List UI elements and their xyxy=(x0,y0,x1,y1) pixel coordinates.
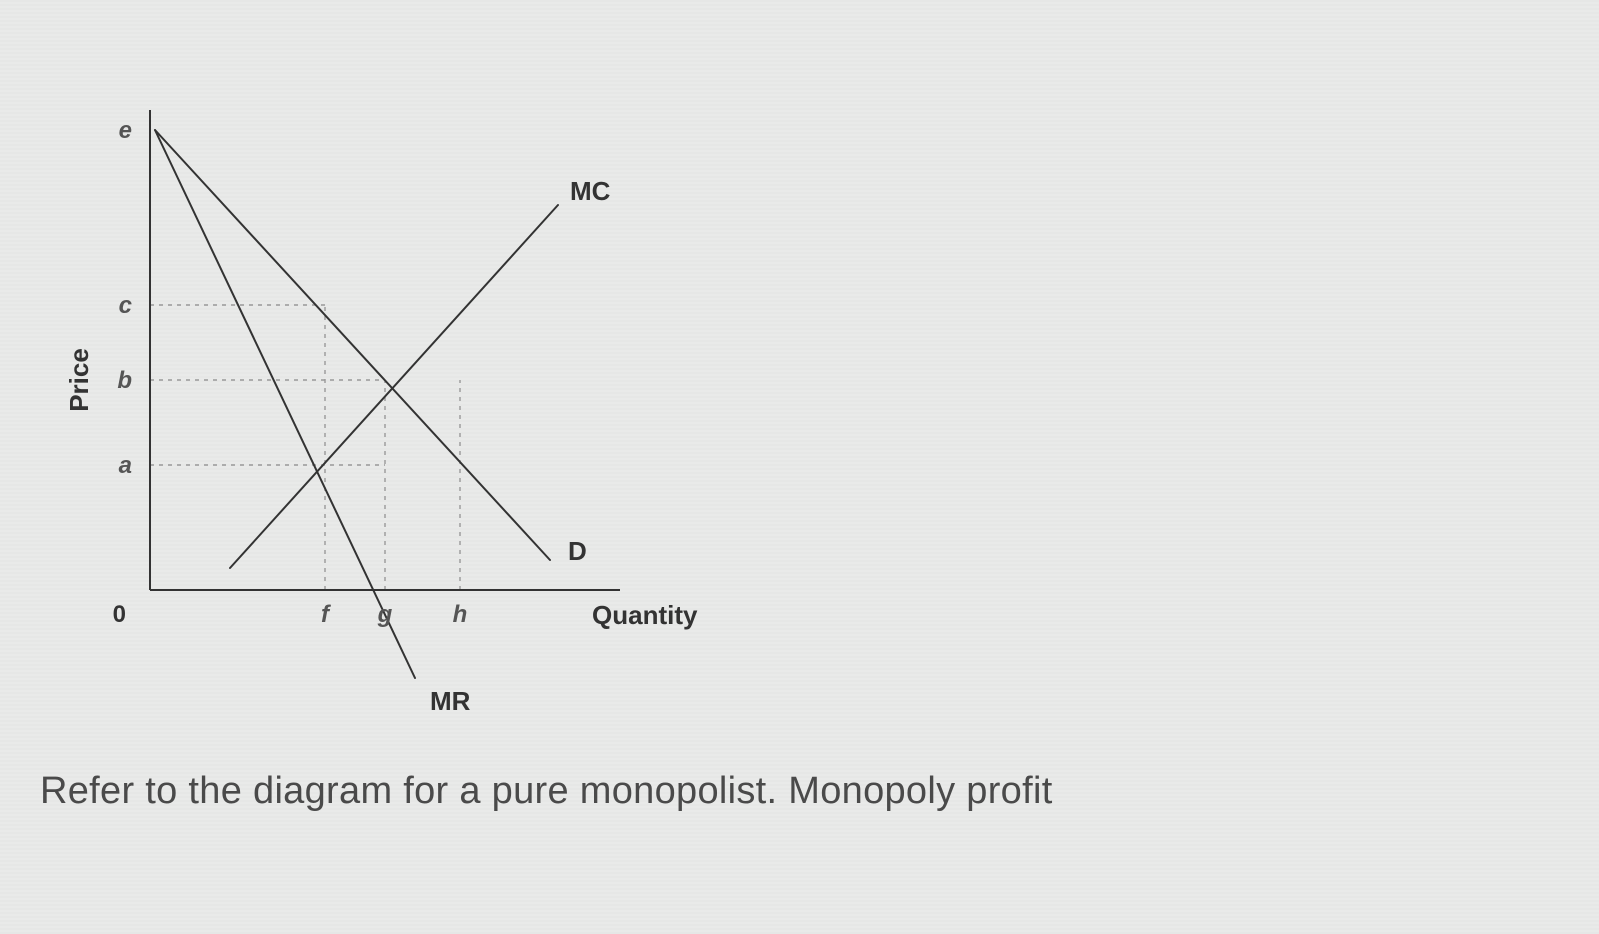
y-axis-title: Price xyxy=(64,348,94,412)
curve-mr xyxy=(155,130,415,678)
x-tick-f: f xyxy=(321,601,331,628)
label-mc: MC xyxy=(570,176,611,206)
y-tick-c: c xyxy=(119,292,132,319)
x-tick-g: g xyxy=(377,601,393,628)
label-d: D xyxy=(568,536,587,566)
y-tick-a: a xyxy=(119,452,132,479)
y-tick-b: b xyxy=(117,367,132,394)
origin-label: 0 xyxy=(113,601,126,628)
monopoly-chart: D MR MC e c b a f g h 0 Quantity Price xyxy=(60,70,700,750)
curve-mc xyxy=(230,205,558,568)
question-text: Refer to the diagram for a pure monopoli… xyxy=(40,770,1559,813)
x-tick-h: h xyxy=(453,601,468,628)
x-axis-title: Quantity xyxy=(592,600,698,630)
chart-svg: D MR MC e c b a f g h 0 Quantity Price xyxy=(60,70,700,750)
curve-d xyxy=(155,130,550,560)
page-root: D MR MC e c b a f g h 0 Quantity Price Refer to the … xyxy=(0,0,1599,934)
y-tick-e: e xyxy=(119,117,132,144)
label-mr: MR xyxy=(430,686,471,716)
